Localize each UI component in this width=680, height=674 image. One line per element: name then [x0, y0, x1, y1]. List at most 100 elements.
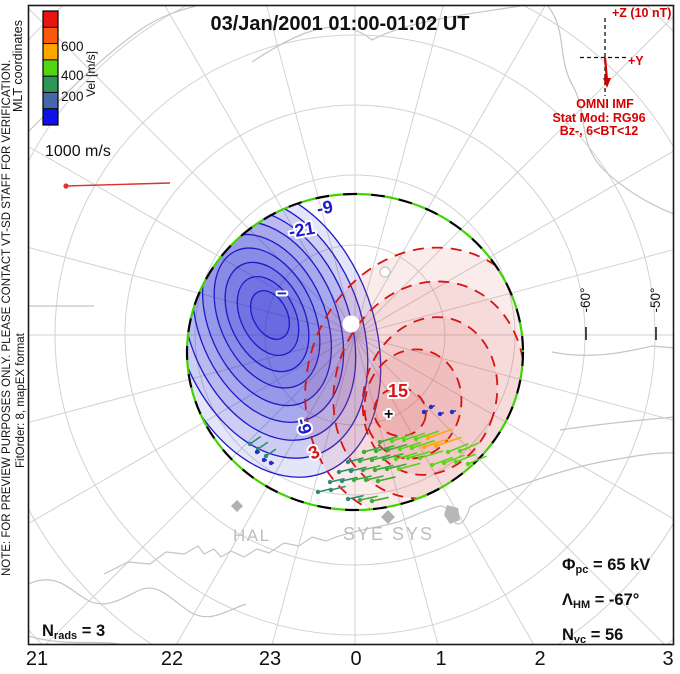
- colorbar-band: [43, 11, 58, 28]
- velocity-vector-dot: [437, 411, 443, 417]
- velocity-vector-tail: [403, 432, 426, 441]
- velocity-vector-dot: [261, 457, 267, 463]
- velocity-vector-tail: [427, 428, 453, 439]
- mlt-label-3: 3: [662, 648, 673, 670]
- colorbar-band: [43, 27, 58, 45]
- velocity-vector-dot: [465, 461, 471, 467]
- velocity-vector-dot: [372, 467, 378, 473]
- velocity-vector-dot: [384, 466, 390, 472]
- velocity-vector-dot: [421, 409, 427, 415]
- plus-marker: +: [384, 406, 393, 423]
- mlt-spoke: [354, 6, 444, 336]
- velocity-vector-dot: [369, 457, 375, 463]
- velocity-vector-dot: [453, 459, 459, 465]
- velocity-vector-tail: [391, 433, 413, 442]
- velocity-vector-tail: [399, 441, 422, 450]
- velocity-vector-tail: [431, 456, 453, 466]
- colorbar-band: [43, 108, 58, 126]
- hm-boundary-green-dashes: [185, 192, 525, 512]
- mlt-spoke: [354, 249, 673, 336]
- mlt-spoke: [354, 6, 546, 336]
- velocity-vector-tail: [359, 495, 378, 501]
- velocity-vector-tail: [347, 494, 364, 500]
- velocity-colorbar: 600 400 200 Vel [m/s]: [42, 10, 98, 126]
- velocity-vector-tail: [371, 454, 391, 461]
- imf-vector-arrowhead: [603, 78, 611, 88]
- station-marker-hal: [231, 500, 243, 512]
- stats-panel: Φpc = 65 kV ΛHM = -67° Nvc = 56 Nrads = …: [42, 556, 650, 646]
- mlt-spoke: [29, 247, 356, 336]
- mlt-spoke: [354, 150, 673, 336]
- mlt-label-21: 21: [26, 648, 48, 670]
- mlt-spoke: [29, 334, 356, 524]
- negative-contour: [250, 290, 290, 340]
- velocity-vector-tail: [347, 457, 364, 463]
- velocity-vector-dot: [433, 443, 439, 449]
- velocity-vector-dot: [369, 498, 375, 504]
- velocity-vector-dot: [345, 459, 351, 465]
- velocity-vector-dot: [360, 467, 366, 473]
- velocity-vector-dot: [401, 437, 407, 443]
- station-marker-sye: [381, 510, 395, 524]
- velocity-vector-dot: [428, 404, 434, 410]
- coastline-segment: [547, 6, 673, 215]
- velocity-vector-dot: [421, 444, 427, 450]
- velocity-vector-tail: [379, 435, 399, 443]
- velocity-vector-tail: [386, 463, 407, 470]
- reference-vector-line: [65, 182, 171, 187]
- velocity-vector-dot: [327, 479, 333, 485]
- contour-labels: -9 -21 − -9 15 + 3: [275, 194, 410, 465]
- coastline-segment: [325, 452, 673, 542]
- velocity-vector-dot: [381, 456, 387, 462]
- minus-marker: −: [277, 284, 287, 303]
- latitude-label-60: -60°: [578, 288, 593, 313]
- velocity-vector-dot: [247, 441, 253, 447]
- velocity-vector-dot: [263, 453, 269, 459]
- velocity-vector-dot: [417, 455, 423, 461]
- velocity-vector-dot: [351, 477, 357, 483]
- velocity-vector-dot: [397, 446, 403, 452]
- mlt-spoke: [354, 334, 673, 520]
- velocity-vector-tail: [459, 442, 480, 452]
- coastline-segment: [29, 635, 122, 644]
- imf-vector-arrow: [603, 57, 609, 81]
- coastline-segment: [29, 579, 247, 618]
- reference-vector: 1000 m/s: [45, 143, 171, 189]
- coastline-segment: [103, 536, 327, 575]
- velocity-vector-tail: [419, 450, 444, 459]
- reference-vector-label: 1000 m/s: [45, 143, 111, 160]
- mlt-axis: 21 22 23 0 1 2 3: [26, 648, 674, 670]
- imf-condition-label: Bz-, 6<BT<12: [560, 124, 639, 138]
- mlt-label-1: 1: [435, 648, 446, 670]
- latitude-label-50: -50°: [648, 288, 663, 313]
- colorbar-bands: [43, 11, 58, 126]
- velocity-vector-tail: [435, 436, 462, 447]
- coastline-map: [29, 6, 673, 644]
- mlt-spoke: [354, 334, 673, 421]
- imf-labels: +Z (10 nT) +Y OMNI IMF Stat Mod: RG96 Bz…: [552, 6, 671, 138]
- velocity-vector-tail: [362, 464, 381, 471]
- radar-site-label-hal: HAL: [233, 526, 271, 545]
- imf-z-label: +Z (10 nT): [612, 6, 671, 20]
- radar-count: Nrads = 3: [42, 622, 105, 642]
- pole-marker: [342, 315, 360, 333]
- velocity-vector-tail: [341, 476, 358, 482]
- velocity-vector-dot: [348, 468, 354, 474]
- velocity-vector-dot: [336, 469, 342, 475]
- positive-contour: [373, 387, 427, 437]
- contour-label-neg21: -21: [287, 218, 316, 242]
- contour-label-neg9-top: -9: [315, 196, 334, 218]
- velocity-vector-dot: [363, 477, 369, 483]
- velocity-vector-dot: [361, 449, 367, 455]
- velocity-vector-tail: [371, 496, 389, 502]
- velocity-vector-tail: [359, 455, 378, 462]
- mlt-label-22: 22: [161, 648, 183, 670]
- coastline-segment: [251, 6, 521, 63]
- colorbar-tick-400: 400: [61, 68, 84, 83]
- velocity-vector-dot: [345, 496, 351, 502]
- colorbar-tick-200: 200: [61, 89, 84, 104]
- velocity-vector-dot: [385, 447, 391, 453]
- velocity-vector-tail: [363, 446, 382, 453]
- plot-title: 03/Jan/2001 01:00-01:02 UT: [210, 13, 469, 35]
